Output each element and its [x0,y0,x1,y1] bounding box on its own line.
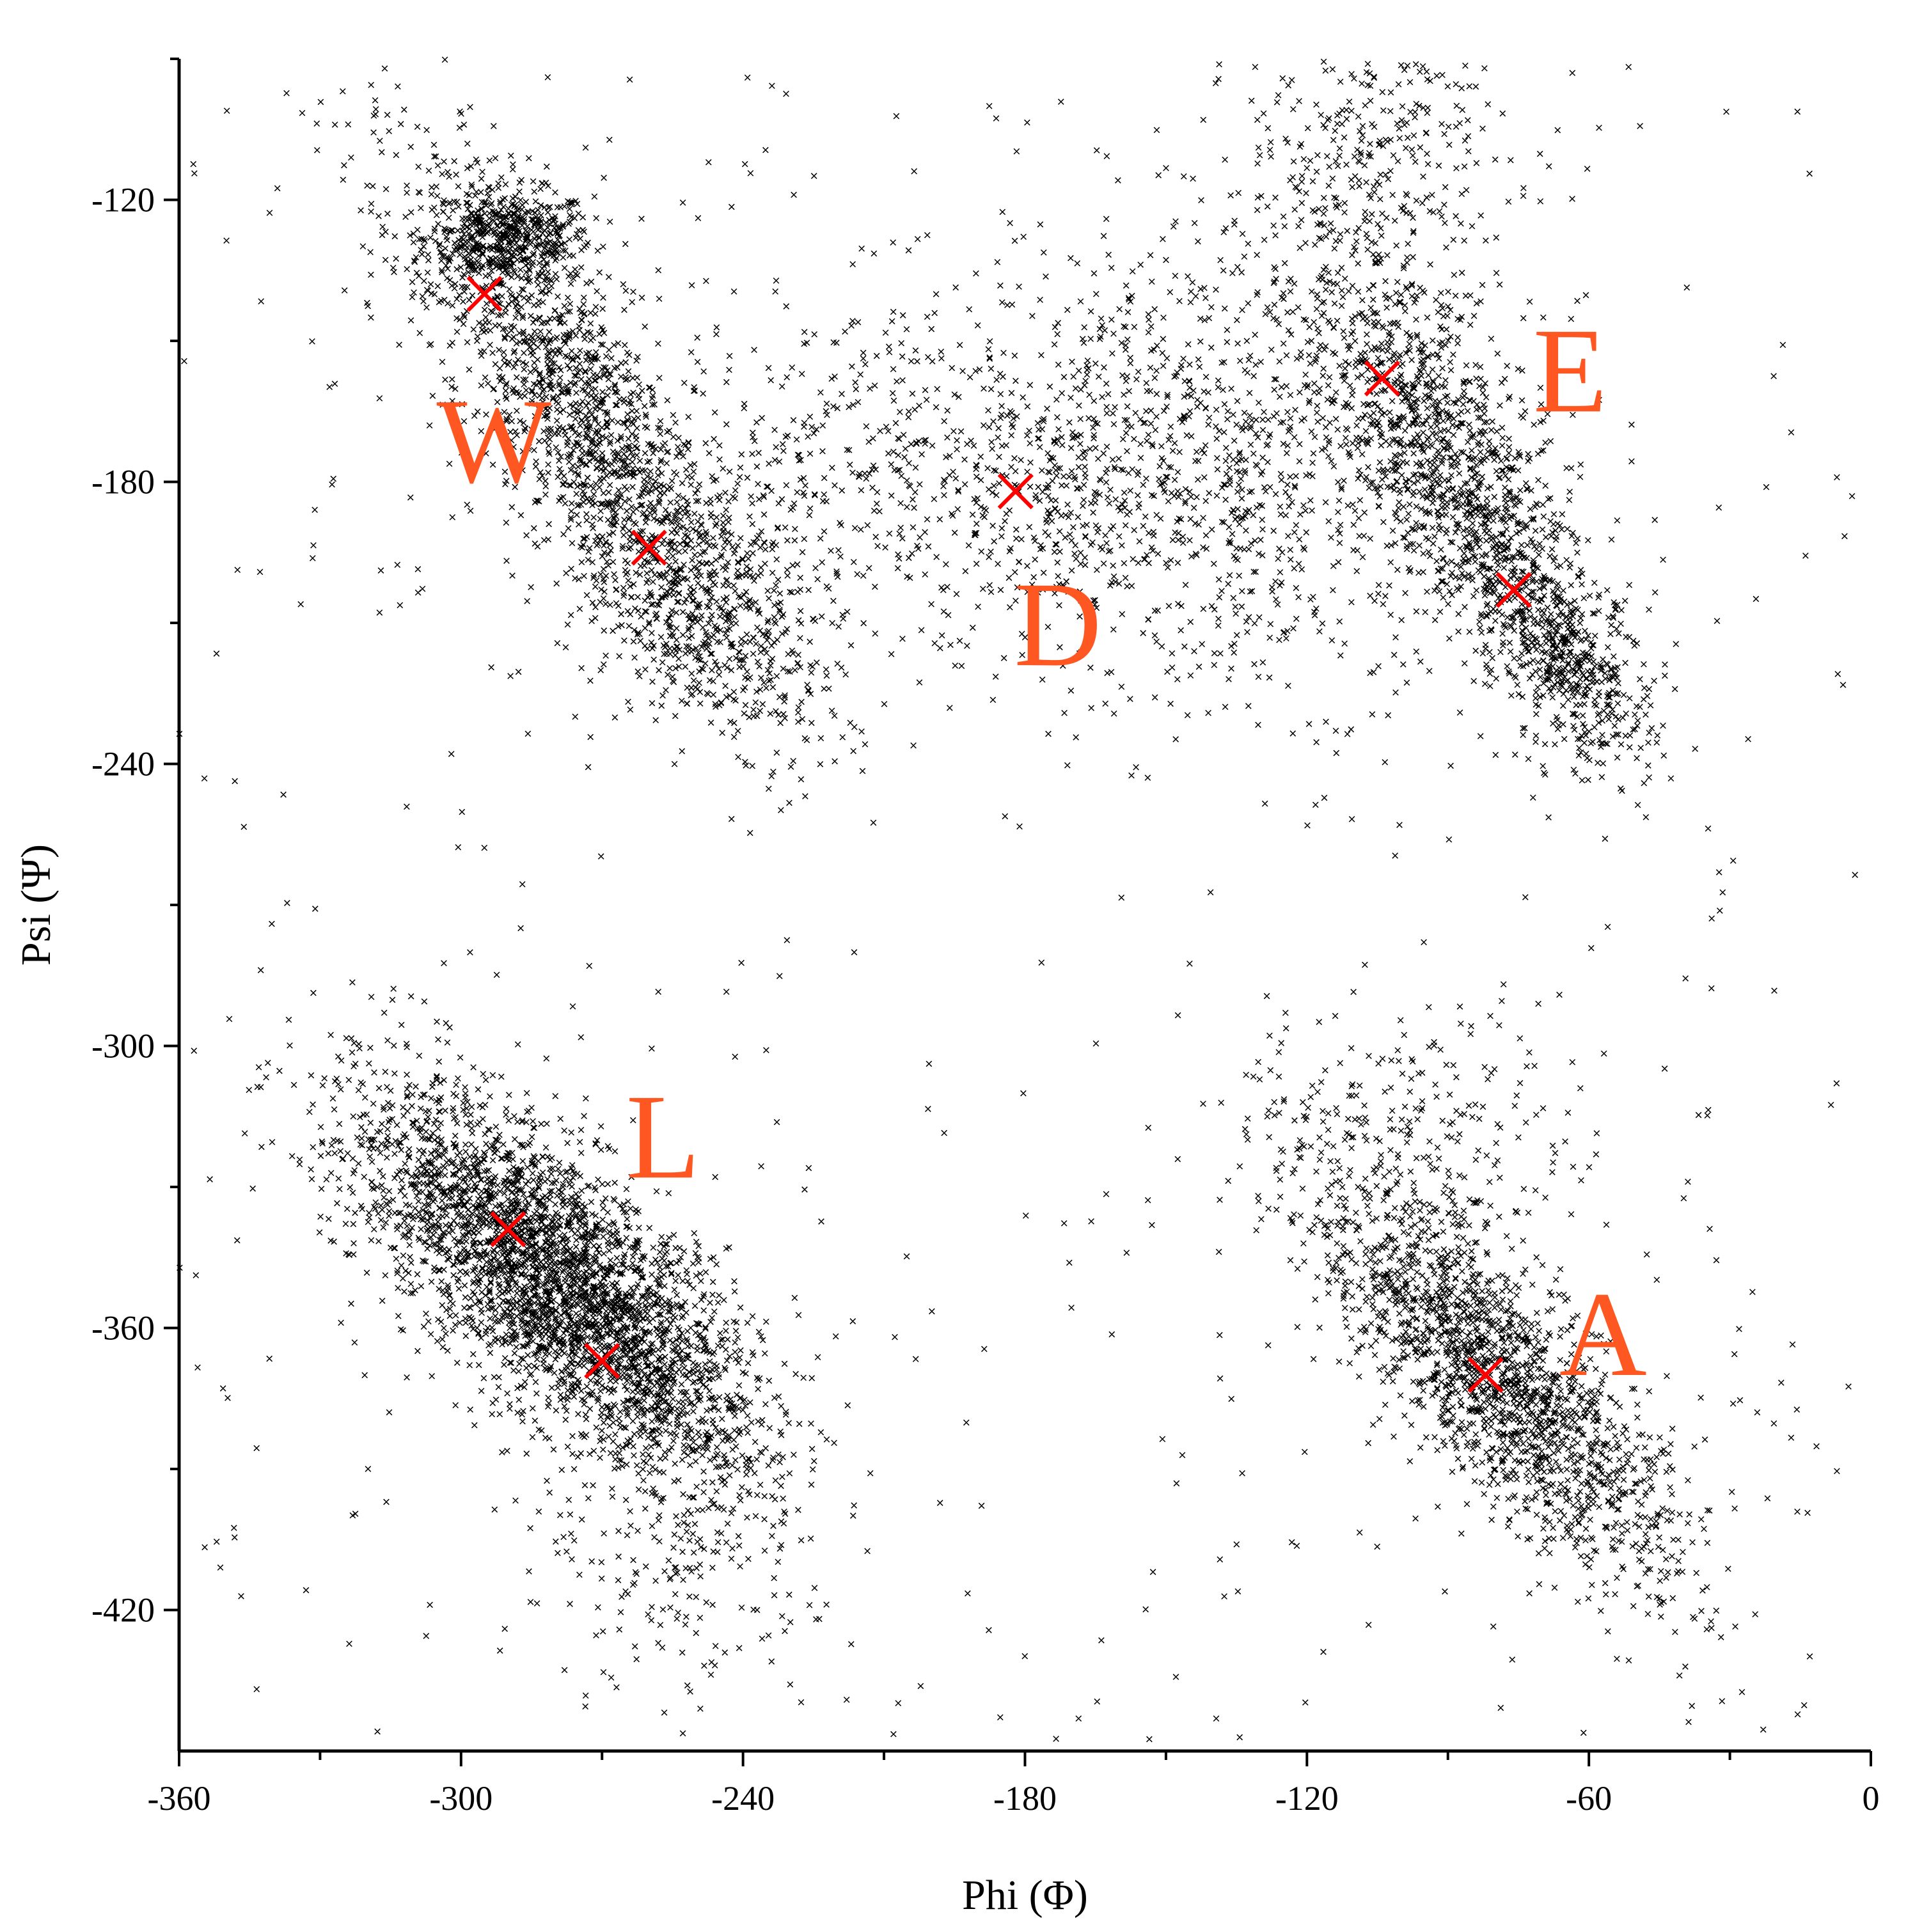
x-tick-label: -360 [148,1779,211,1818]
x-tick-label: -240 [711,1779,775,1818]
x-tick-label: 0 [1863,1779,1880,1818]
cluster-label-a: A [1559,1268,1647,1402]
scatter-point-markers [176,56,1859,1743]
x-tick-label: -300 [429,1779,493,1818]
y-axis-title: Psi (Ψ) [13,844,59,966]
cluster-label-e: E [1533,304,1607,438]
highlighted-point-marker [997,473,1034,510]
x-tick-label: -120 [1275,1779,1339,1818]
highlighted-point-marker [466,276,503,312]
y-tick-label: -120 [91,181,155,219]
cluster-label-w: W [437,375,551,509]
y-tick-label: -360 [91,1309,155,1347]
y-tick-label: -300 [91,1027,155,1065]
y-tick-label: -420 [91,1591,155,1630]
highlighted-point-marker [1467,1356,1504,1394]
x-tick-label: -180 [993,1779,1057,1818]
highlighted-point-marker [1495,572,1532,608]
highlighted-point-marker [490,1211,526,1248]
highlighted-point-marker [1364,360,1401,397]
scatter-points [176,56,1859,1743]
x-axis-title: Phi (Φ) [962,1872,1088,1919]
axes: -360 -300 -240 -180 -120 -60 0 -120 -180 -240 -300… [91,58,1880,1818]
y-tick-label: -180 [91,463,155,501]
cluster-labels: W D E L A [437,304,1647,1402]
y-tick-label: -240 [91,745,155,783]
highlighted-points [466,276,1532,1394]
x-tick-label: -60 [1566,1779,1612,1818]
cluster-label-d: D [1014,558,1101,692]
highlighted-point-marker [631,530,667,566]
cluster-label-l: L [626,1070,700,1204]
highlighted-point-marker [584,1342,620,1379]
